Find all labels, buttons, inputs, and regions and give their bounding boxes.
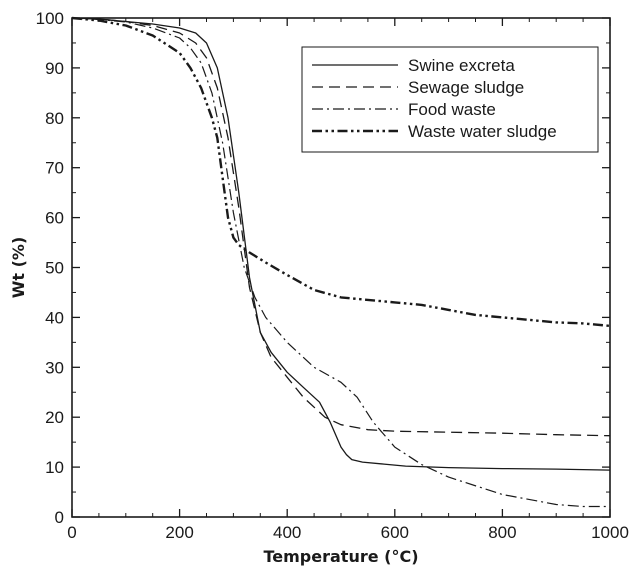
y-tick-label: 80 [45,109,64,128]
x-axis-title: Temperature (°C) [263,547,418,566]
x-tick-label: 1000 [591,523,629,542]
y-tick-label: 30 [45,358,64,377]
legend-label-4: Waste water sludge [408,122,557,141]
y-tick-label: 0 [55,508,64,527]
legend-label-3: Food waste [408,100,496,119]
series-line-1 [71,17,611,471]
y-tick-label: 10 [45,458,64,477]
y-tick-label: 20 [45,408,64,427]
legend-label-1: Swine excreta [408,56,515,75]
legend-label-2: Sewage sludge [408,78,524,97]
y-tick-label: 100 [36,9,64,28]
plot-area [71,16,611,508]
y-tick-label: 40 [45,308,64,327]
x-tick-label: 600 [381,523,409,542]
y-tick-label: 50 [45,259,64,278]
y-tick-label: 70 [45,159,64,178]
x-tick-label: 400 [273,523,301,542]
series-line-2 [71,17,611,437]
y-axis-title: Wt (%) [9,237,28,299]
y-tick-label: 60 [45,209,64,228]
y-tick-label: 90 [45,59,64,78]
x-tick-label: 200 [165,523,193,542]
axis-ticks: 0 200 400 600 800 1000 0 10 20 30 40 50 60 70 80 90 100 [36,9,629,542]
x-tick-label: 0 [67,523,76,542]
x-tick-label: 800 [488,523,516,542]
legend: Swine excreta Sewage sludge Food waste Wast… [301,46,599,153]
series-line-3 [71,17,610,508]
